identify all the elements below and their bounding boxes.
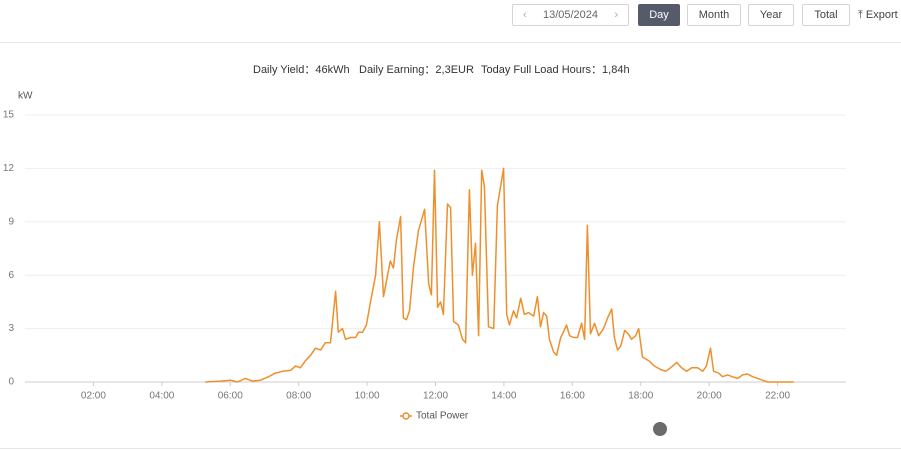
x-tick-label: 22:00 [765,391,790,402]
export-button[interactable]: ⤒ Export [858,9,898,21]
x-tick-label: 12:00 [423,391,448,402]
y-tick-label: 15 [3,110,15,121]
x-tick-label: 02:00 [81,391,106,402]
y-tick-label: 12 [3,163,15,174]
year-button[interactable]: Year [748,4,794,26]
day-button[interactable]: Day [638,4,680,26]
divider [0,42,901,43]
divider [0,448,901,449]
y-tick-label: 0 [8,377,14,388]
cursor-dot [653,422,667,436]
x-tick-label: 04:00 [149,391,174,402]
full-load-hours: Today Full Load Hours：1,84h [481,64,630,76]
x-tick-label: 10:00 [355,391,380,402]
legend-label: Total Power [416,411,469,422]
x-tick-label: 14:00 [491,391,516,402]
legend-marker [402,412,410,420]
x-tick-label: 06:00 [218,391,243,402]
x-tick-label: 18:00 [628,391,653,402]
total-button[interactable]: Total [802,4,850,26]
date-picker[interactable]: ‹ 13/05/2024 › [512,4,629,26]
x-tick-label: 20:00 [697,391,722,402]
export-label: Export [865,9,898,21]
daily-earning: Daily Earning：2,3EUR [359,64,474,76]
y-tick-label: 3 [8,323,14,334]
y-axis-unit: kW [18,91,33,102]
month-button[interactable]: Month [687,4,741,26]
next-day[interactable]: › [614,9,618,21]
prev-day[interactable]: ‹ [523,9,527,21]
y-tick-label: 6 [8,270,14,281]
date: 13/05/2024 [542,9,599,21]
x-tick-label: 16:00 [560,391,585,402]
daily-yield: Daily Yield：46kWh [253,64,350,76]
power-line [205,167,794,383]
y-tick-label: 9 [8,216,14,227]
x-tick-label: 08:00 [286,391,311,402]
